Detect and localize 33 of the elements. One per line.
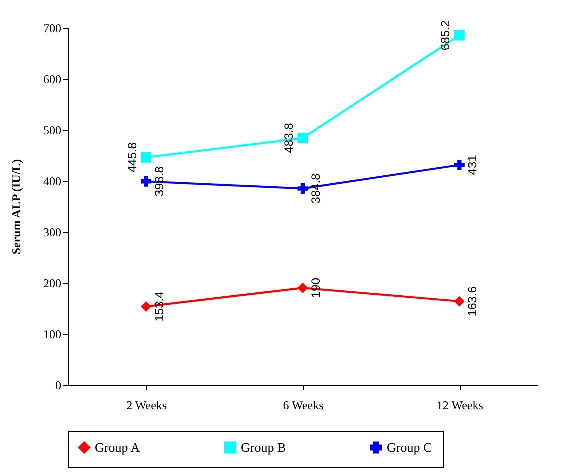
point [454, 296, 465, 307]
y-tick-label: 600 [44, 72, 62, 86]
point [454, 160, 465, 170]
point [298, 133, 308, 144]
point [141, 302, 152, 312]
y-tick-label: 100 [44, 328, 62, 342]
y-tick-label: 200 [44, 276, 62, 290]
y-axis-title: Serum ALP (IU/L) [10, 159, 24, 255]
x-tick-label: 2 Weeks [126, 398, 168, 412]
legend-label: Group C [387, 440, 432, 455]
data-label: 685.2 [438, 20, 453, 51]
point [298, 184, 308, 194]
y-tick-label: 0 [56, 378, 62, 392]
y-tick-label: 400 [44, 174, 62, 188]
point [298, 282, 308, 294]
data-label: 153.4 [152, 291, 166, 322]
data-label: 431 [466, 154, 480, 176]
point [141, 152, 152, 163]
data-label: 384.8 [309, 173, 323, 204]
y-tick-label: 700 [44, 22, 62, 36]
data-label: 445.8 [125, 142, 140, 173]
y-tick-label: 300 [44, 226, 62, 240]
data-label: 483.8 [282, 122, 296, 154]
y-tick-label: 500 [44, 124, 62, 138]
x-tick-label: 6 Weeks [283, 398, 324, 412]
legend-label: Group B [241, 440, 286, 455]
legend-label: Group A [95, 440, 141, 455]
point [141, 176, 152, 187]
data-label: 398.8 [152, 166, 166, 197]
x-tick-label: 12 Weeks [436, 398, 484, 412]
data-label: 163.6 [466, 286, 480, 317]
point [454, 30, 465, 41]
data-label: 190 [309, 278, 323, 298]
